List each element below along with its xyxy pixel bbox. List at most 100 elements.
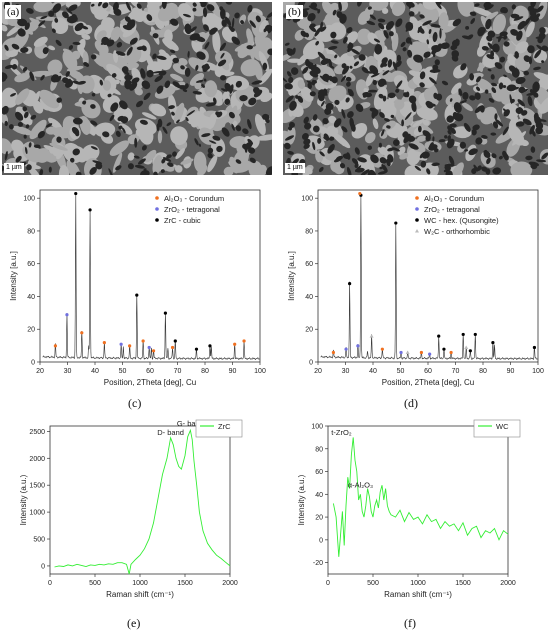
phase-marker bbox=[356, 344, 360, 348]
y-tick-label: 40 bbox=[305, 294, 313, 301]
phase-marker bbox=[461, 332, 465, 337]
y-tick-label: 20 bbox=[305, 327, 313, 334]
y-tick-label: 0 bbox=[319, 537, 323, 544]
legend-label: Al₂O₃ - Corundum bbox=[164, 194, 224, 203]
phase-marker bbox=[344, 347, 348, 351]
phase-marker bbox=[170, 345, 175, 350]
x-tick-label: 1000 bbox=[132, 580, 148, 587]
y-axis-label: Intensity (a.u.) bbox=[297, 474, 306, 525]
raman-chart-f: 0 500 1000 1500 2000 -20 0 20 40 60 80 100 Raman shi… bbox=[297, 419, 521, 599]
y-tick-label: 40 bbox=[27, 294, 35, 301]
y-tick-label: 100 bbox=[301, 196, 313, 203]
y-tick-label: 20 bbox=[27, 327, 35, 334]
legend-swatch bbox=[415, 229, 419, 233]
phase-marker bbox=[419, 350, 423, 355]
phase-marker bbox=[242, 339, 246, 343]
scale-bar-a: 1 µm bbox=[4, 163, 24, 173]
phase-marker bbox=[399, 350, 403, 355]
y-tick-label: 60 bbox=[315, 469, 323, 476]
phase-marker bbox=[208, 344, 212, 348]
x-tick-label: 2000 bbox=[500, 580, 516, 587]
legend-box bbox=[473, 419, 521, 438]
x-tick-label: 30 bbox=[342, 368, 350, 375]
phase-marker bbox=[163, 311, 167, 315]
panel-label-b: (b) bbox=[286, 5, 303, 19]
x-axis-label: Raman shift (cm⁻¹) bbox=[106, 590, 174, 599]
x-tick-label: 90 bbox=[507, 368, 515, 375]
y-tick-label: 40 bbox=[315, 492, 323, 499]
phase-marker bbox=[428, 352, 432, 356]
raman-chart-e: 0 500 1000 1500 2000 0 500 1000 1500 2000 2500 Rama… bbox=[19, 419, 243, 599]
y-tick-label: 0 bbox=[41, 563, 45, 570]
peak-annotation: α-Al₂O₃ bbox=[348, 480, 373, 489]
x-tick-label: 2000 bbox=[222, 580, 238, 587]
y-tick-label: 60 bbox=[305, 261, 313, 268]
y-tick-label: 80 bbox=[27, 228, 35, 235]
y-tick-label: 0 bbox=[309, 360, 313, 367]
y-tick-label: 60 bbox=[27, 261, 35, 268]
y-tick-label: -20 bbox=[313, 560, 323, 567]
xrd-chart-c: 20 30 40 50 60 70 80 90 100020406080100Position,… bbox=[9, 189, 266, 387]
legend-swatch bbox=[155, 218, 159, 222]
y-tick-label: 2000 bbox=[29, 456, 45, 463]
y-tick-label: 2500 bbox=[29, 429, 45, 436]
caption-e: (e) bbox=[127, 616, 141, 630]
spectrum-line bbox=[332, 437, 509, 557]
xrd-pattern-line bbox=[42, 192, 260, 361]
x-tick-label: 0 bbox=[326, 580, 330, 587]
phase-marker bbox=[74, 191, 78, 196]
x-tick-label: 40 bbox=[91, 368, 99, 375]
spectrum-line bbox=[54, 428, 231, 575]
phase-marker bbox=[173, 339, 177, 343]
phase-marker bbox=[437, 334, 441, 338]
phase-marker bbox=[135, 293, 139, 297]
x-tick-label: 80 bbox=[201, 368, 209, 375]
phase-marker bbox=[369, 334, 374, 338]
legend-label: WC bbox=[496, 422, 509, 431]
plot-frame bbox=[327, 425, 509, 575]
x-tick-label: 100 bbox=[532, 368, 544, 375]
y-axis-label: Intensity (a.u.) bbox=[19, 474, 28, 525]
phase-marker bbox=[151, 349, 156, 353]
x-tick-label: 500 bbox=[367, 580, 379, 587]
legend-label: ZrC bbox=[218, 422, 231, 431]
x-axis-label: Raman shift (cm⁻¹) bbox=[384, 590, 452, 599]
x-tick-label: 20 bbox=[36, 368, 44, 375]
phase-marker bbox=[80, 331, 84, 335]
legend-box bbox=[410, 192, 536, 242]
y-tick-label: 80 bbox=[315, 446, 323, 453]
y-tick-label: 80 bbox=[305, 228, 313, 235]
y-tick-label: 100 bbox=[23, 196, 35, 203]
x-tick-label: 50 bbox=[119, 368, 127, 375]
xrd-pattern-line bbox=[320, 194, 538, 361]
sem-image-b: (b) 1 µm bbox=[283, 2, 548, 175]
caption-d: (d) bbox=[404, 396, 418, 410]
sem-micrograph-b bbox=[283, 2, 548, 175]
y-tick-label: 1500 bbox=[29, 483, 45, 490]
phase-marker bbox=[468, 349, 472, 353]
y-tick-label: 0 bbox=[31, 360, 35, 367]
x-tick-label: 0 bbox=[48, 580, 52, 587]
x-tick-label: 1000 bbox=[410, 580, 426, 587]
phase-marker bbox=[331, 350, 335, 355]
x-tick-label: 500 bbox=[89, 580, 101, 587]
x-tick-label: 40 bbox=[369, 368, 377, 375]
caption-f: (f) bbox=[404, 616, 416, 630]
phase-marker bbox=[442, 347, 446, 351]
y-tick-label: 500 bbox=[33, 537, 45, 544]
x-tick-label: 70 bbox=[452, 368, 460, 375]
y-tick-label: 100 bbox=[311, 424, 323, 431]
legend-label: Al₂O₃ - Corundum bbox=[424, 194, 484, 203]
sem-image-a: (a) 1 µm bbox=[2, 2, 272, 175]
legend-swatch bbox=[155, 196, 159, 200]
legend-label: ZrO₂ - tetragonal bbox=[164, 205, 220, 214]
phase-marker bbox=[233, 342, 237, 346]
legend-swatch bbox=[415, 207, 419, 211]
y-axis-label: Intensity [a.u.] bbox=[287, 251, 296, 301]
x-tick-label: 70 bbox=[174, 368, 182, 375]
phase-marker bbox=[147, 345, 151, 350]
x-tick-label: 100 bbox=[254, 368, 266, 375]
phase-marker bbox=[194, 347, 199, 351]
phase-marker bbox=[394, 221, 398, 225]
x-tick-label: 50 bbox=[397, 368, 405, 375]
